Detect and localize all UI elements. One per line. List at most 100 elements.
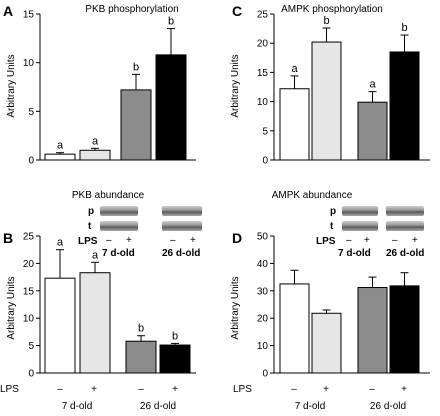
blot-lps-label: LPS [316,236,336,247]
y-tick-label: 0 [28,156,34,167]
y-tick-label: 20 [23,259,35,270]
y-tick-label: 40 [257,259,269,270]
y-tick-label: 10 [23,58,35,69]
significance-letter: a [92,135,99,147]
lps-mark: – [291,384,297,395]
blot-band [100,206,138,216]
y-axis-label-b: Arbitrary Units [6,276,17,339]
blot-group-label: 7 d-old [338,248,371,259]
blot-lps-mark: – [346,235,352,246]
y-tick-label: 15 [23,10,35,21]
lps-mark: + [172,384,178,395]
lps-axis-label: LPS [233,384,252,395]
bottom-axis-left: LPS – + – + 7 d-old 26 d-old [0,384,178,412]
panel-letter-c: C [232,3,242,19]
panel-letter-b: B [3,230,13,246]
plot-area-a: 0 5 10 15 a a b b [23,10,196,167]
y-axis-label-a: Arbitrary Units [6,54,17,117]
bar [311,312,342,374]
blot-lps-mark: – [106,235,112,246]
y-axis-label-c: Arbitrary Units [230,54,241,117]
y-tick-label: 20 [257,314,269,325]
bar [389,51,420,161]
panel-b: B PKB abundance Arbitrary Units 0 5 10 15 20… [3,190,196,380]
significance-letter: b [172,330,178,342]
plot-area-d: 0 10 20 30 40 50 [257,232,430,380]
y-tick-label: 50 [257,232,269,243]
y-axis-label-d: Arbitrary Units [230,276,241,339]
blot-band [100,221,138,231]
panel-d: D AMPK abundance Arbitrary Units 0 10 20 30… [230,190,430,380]
panel-letter-d: D [232,230,242,246]
panel-title-a: PKB phosphorylation [85,4,178,15]
panel-letter-a: A [3,3,13,19]
lps-mark: + [323,384,329,395]
bar [389,285,420,374]
bar [357,287,388,374]
panel-title-d: AMPK abundance [272,190,353,201]
y-tick-label: 0 [262,369,268,380]
y-tick-label: 25 [23,232,35,243]
blot-band [386,206,424,216]
lps-mark: – [369,384,375,395]
blot-lps-mark: + [364,235,370,246]
blot-group-label: 7 d-old [102,248,135,259]
bar [155,54,187,161]
bar [120,89,152,161]
y-tick-label: 30 [257,286,269,297]
bar [311,41,342,161]
blot-lps-mark: + [190,235,196,246]
y-tick-label: 0 [262,156,268,167]
significance-letter: a [369,79,376,91]
blot-band [162,221,202,231]
group-label-7d: 7 d-old [295,401,326,412]
blot-band [162,206,202,216]
y-tick-label: 15 [257,68,269,79]
blot-inset-b: p t LPS – + – + 7 d-old 26 d-old [78,205,218,263]
bar [279,88,310,161]
blot-lps-label: LPS [78,236,98,247]
blot-lps-mark: + [412,235,418,246]
bar [357,101,388,161]
lps-mark: – [57,384,63,395]
plot-area-c: 0 5 10 15 20 25 a b a b [257,10,430,167]
significance-letter: b [138,323,144,335]
bar [44,277,76,374]
bottom-axis-right: LPS – + – + 7 d-old 26 d-old [233,384,407,412]
lps-axis-label: LPS [0,384,19,395]
y-tick-label: 10 [23,314,35,325]
lps-mark: + [91,384,97,395]
significance-letter: a [92,249,99,261]
y-tick-label: 15 [23,286,35,297]
significance-letter: b [323,15,329,27]
y-tick-label: 10 [257,97,269,108]
blot-row-label-t: t [88,221,92,232]
y-tick-label: 25 [257,10,269,21]
significance-letter: b [168,16,174,28]
y-tick-label: 0 [28,369,34,380]
blot-lps-mark: – [170,235,176,246]
bar [79,272,111,374]
lps-mark: + [401,384,407,395]
blot-row-label-p: p [88,206,95,217]
significance-letter: a [57,140,64,152]
y-tick-label: 10 [257,341,269,352]
bar [279,283,310,374]
bar [79,149,111,161]
blot-row-label-t: t [330,221,334,232]
blot-band [342,221,378,231]
panel-title-b: PKB abundance [72,190,145,201]
y-tick-label: 5 [262,126,268,137]
blot-lps-mark: – [392,235,398,246]
bar [159,344,191,374]
blot-lps-mark: + [126,235,132,246]
panel-c: C AMPK phosphorylation Arbitrary Units 0… [230,3,430,167]
significance-letter: a [291,63,298,75]
plot-area-b: 0 5 10 15 20 25 a a b b [23,232,196,380]
bar [44,153,76,161]
panel-title-c: AMPK phosphorylation [281,4,383,15]
significance-letter: b [401,22,407,34]
group-label-26d: 26 d-old [370,401,406,412]
significance-letter: a [57,237,64,249]
